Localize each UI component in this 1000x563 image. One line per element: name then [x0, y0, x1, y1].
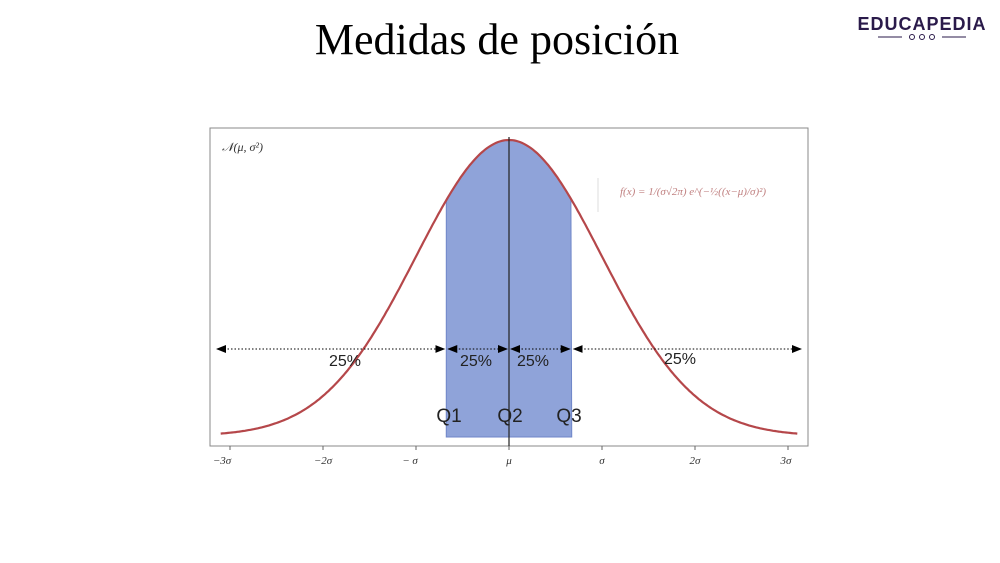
x-tick-label: − σ: [402, 455, 418, 467]
quartile-label: Q2: [497, 406, 522, 427]
percent-label: 25%: [329, 353, 361, 370]
x-tick-label: −3σ: [213, 455, 232, 467]
percent-label: 25%: [664, 351, 696, 368]
logo-ornament: [878, 34, 966, 40]
x-tick-label: μ: [505, 455, 512, 467]
logo: EDUCAPEDIA: [857, 14, 986, 34]
formula: f(x) = 1/(σ√2π) e^(−½((x−μ)/σ)²): [620, 186, 766, 198]
plot: 25% 25% 25% 25% Q1 Q2 Q3 −3σ −2σ − σ μ σ 2σ 3σ: [213, 137, 802, 467]
percent-label: 25%: [517, 353, 549, 370]
x-tick-label: 2σ: [690, 455, 702, 467]
quartile-label: Q3: [556, 406, 581, 427]
x-tick-label: 3σ: [780, 455, 793, 467]
percent-label: 25%: [460, 353, 492, 370]
x-tick-label: −2σ: [314, 455, 333, 467]
x-tick-label: σ: [599, 455, 605, 467]
quartile-label: Q1: [436, 406, 461, 427]
slide-title: Medidas de posición: [315, 15, 679, 64]
distribution-label: 𝒩(μ, σ²): [222, 140, 263, 154]
